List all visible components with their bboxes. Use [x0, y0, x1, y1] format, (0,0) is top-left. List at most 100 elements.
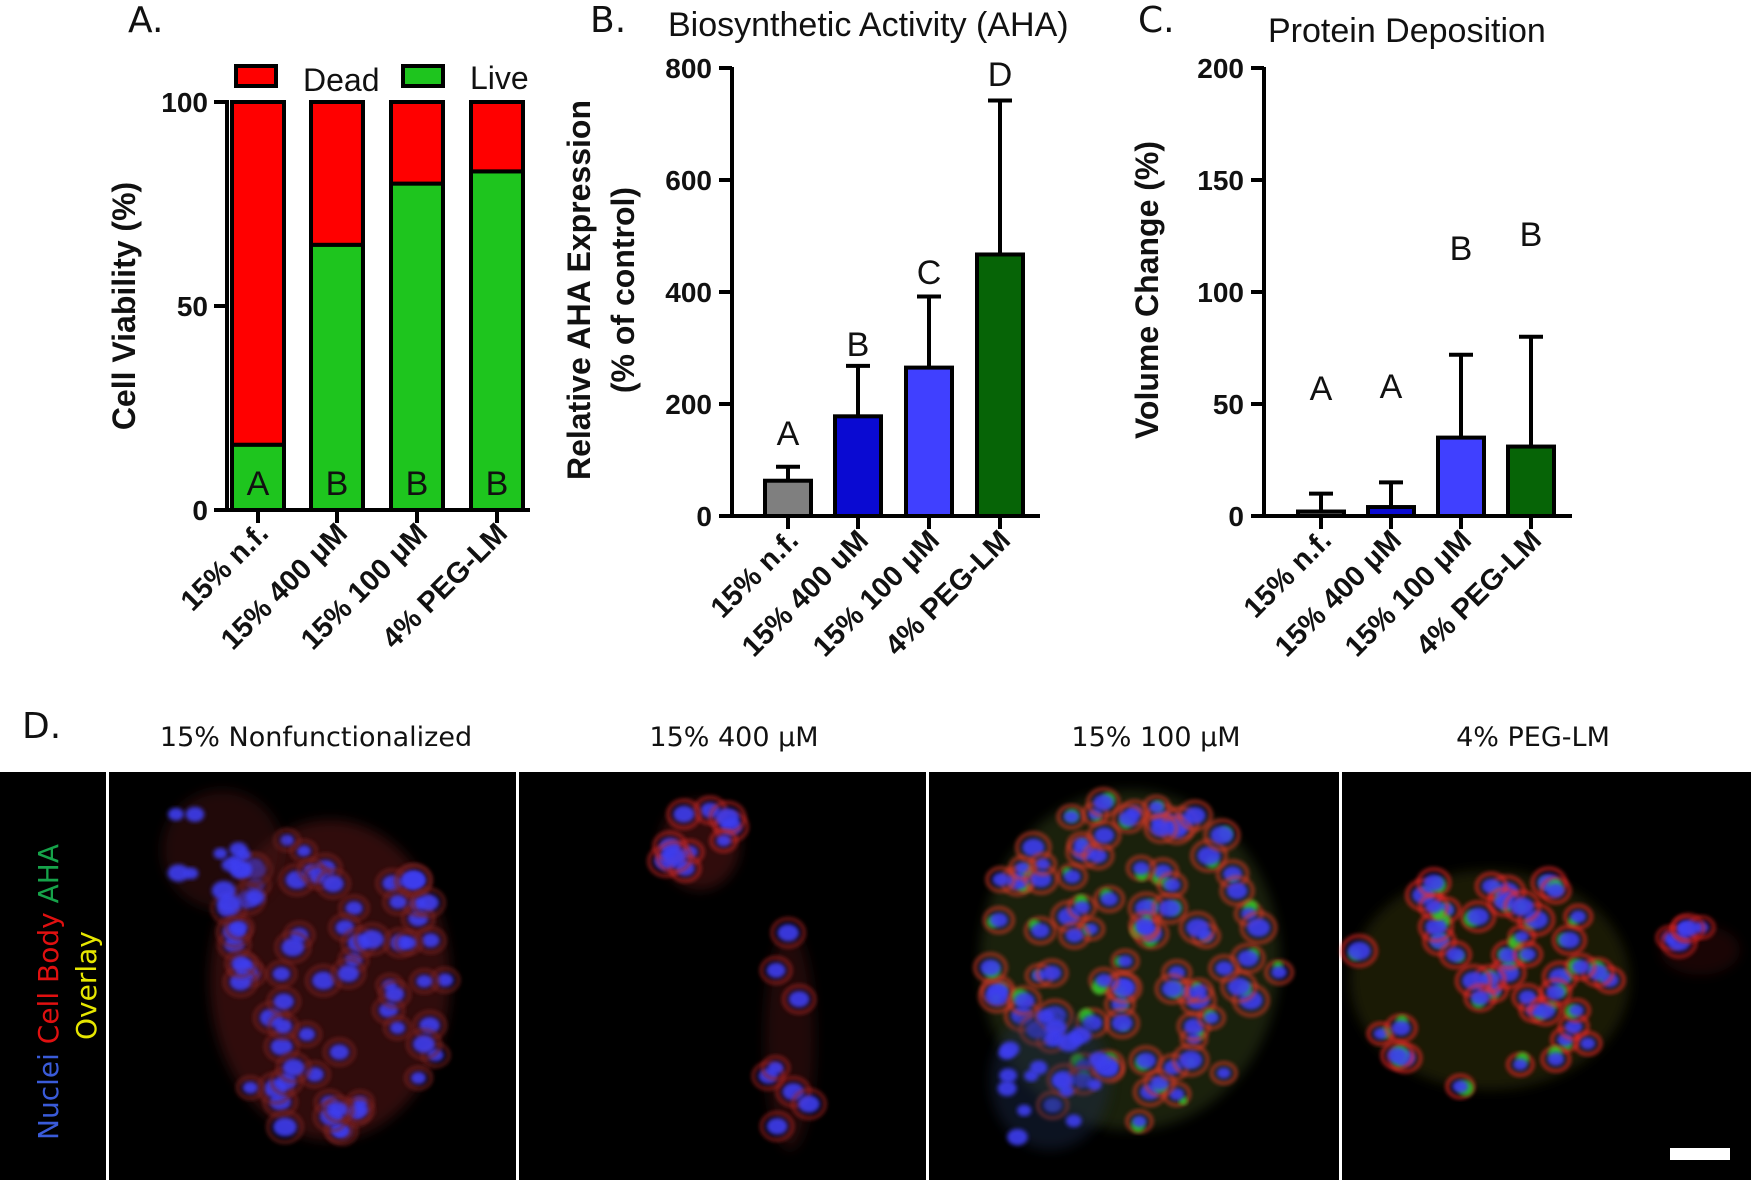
micrograph-nucleus [782, 1082, 805, 1101]
micrograph-nucleus [1580, 1037, 1596, 1050]
micrograph-nucleus [1111, 1014, 1133, 1032]
micrograph-nucleus [1036, 1009, 1055, 1024]
x-tick-label: 4% PEG-LM [879, 524, 1017, 662]
micrograph-cell-body [409, 968, 439, 994]
micrograph-nucleus [311, 971, 336, 990]
micrograph-nucleus [167, 864, 190, 882]
micrograph-cell-body [1007, 985, 1042, 1016]
micrograph-cell-body [1573, 1031, 1603, 1056]
y-tick-label: 150 [1197, 165, 1244, 196]
micrograph-cell-body [759, 956, 793, 985]
chart-a-y-label: Cell Viability (%) [106, 182, 142, 430]
micrograph-cell-body [1562, 998, 1591, 1023]
micrograph-cell-body [782, 984, 817, 1015]
micrograph-cell-body [224, 949, 257, 978]
micrograph-nucleus [272, 966, 291, 982]
y-tick-label: 200 [665, 389, 712, 420]
y-tick-label: 0 [696, 501, 712, 532]
micrograph-title-2: 15% 400 μM [649, 722, 818, 753]
micrograph-nucleus [1168, 1087, 1185, 1101]
micrograph-cell-body [1172, 1043, 1210, 1077]
micrograph-cell-body [1104, 1007, 1140, 1039]
micrograph-nucleus [412, 1035, 436, 1053]
micrograph-nucleus [662, 847, 686, 867]
micrograph-cell-body [1056, 863, 1088, 890]
micrograph-nucleus [1093, 794, 1114, 811]
micrograph-nucleus [1161, 980, 1183, 998]
micrograph-nucleus [1029, 1060, 1048, 1075]
micrograph-nucleus [1571, 959, 1590, 974]
micrograph-nucleus [777, 924, 800, 942]
panel-c-letter: C. [1138, 0, 1175, 41]
micrograph-nucleus [992, 872, 1010, 887]
chart-a-legend: Dead Live [234, 60, 529, 98]
chart-b-y-label: Relative AHA Expression [561, 100, 597, 480]
micrograph-nucleus [400, 870, 425, 891]
y-tick-label: 400 [665, 277, 712, 308]
micrograph-cell-body [1087, 820, 1121, 851]
micrograph-cell-body [1513, 941, 1543, 968]
micrograph-nucleus [1149, 801, 1164, 814]
micrograph-nucleus [1425, 918, 1447, 936]
micrograph-cell-body [1112, 804, 1146, 834]
micrograph-nucleus [1065, 928, 1084, 943]
micrograph-cell-body [394, 930, 423, 956]
micrograph-cell-body [1190, 839, 1228, 873]
micrograph-nucleus [1535, 1002, 1556, 1020]
chart-a-y-ticks: 0 50 100 [161, 87, 227, 526]
micrograph-cell-body [1439, 940, 1472, 969]
micrograph-nucleus [335, 919, 355, 936]
channel-label-aha: AHA [32, 844, 65, 903]
micrograph-cell-body [1240, 911, 1277, 944]
micrograph-nucleus [1373, 1027, 1388, 1040]
micrograph-nucleus [1556, 1033, 1574, 1047]
significance-letter: B [486, 465, 509, 503]
micrograph-nucleus [1545, 984, 1566, 1000]
micrograph-nucleus [389, 895, 407, 910]
micrograph-nucleus [1118, 810, 1139, 827]
significance-letter: B [1520, 216, 1543, 254]
micrograph-cell-body [1015, 831, 1052, 864]
micrograph-nucleus [1065, 1114, 1082, 1128]
micrograph-nucleus [1677, 920, 1699, 937]
micrograph-title-1: 15% Nonfunctionalized [160, 722, 472, 753]
micrograph-nucleus [766, 1117, 788, 1135]
chart-c-y-ticks: 0 50 100 150 200 [1197, 53, 1264, 532]
micrograph-nucleus [1017, 1104, 1032, 1117]
micrograph-cell-body [1552, 924, 1587, 956]
micrograph-nucleus [274, 1019, 293, 1034]
micrograph-cell-body [1077, 917, 1105, 941]
micrograph-nucleus [1113, 978, 1136, 997]
micrograph-nucleus [360, 929, 384, 949]
micrograph-nucleus [296, 845, 312, 857]
chart-c-marks: A A B B [1296, 216, 1556, 519]
micrograph-nucleus [1022, 838, 1045, 857]
micrograph-nucleus [767, 1061, 784, 1075]
micrograph-cell-body [323, 1095, 355, 1124]
micrograph-cell-body [1340, 934, 1378, 968]
micrograph-cell-body [353, 922, 391, 956]
micrograph-nucleus [999, 1068, 1018, 1083]
micrograph-cell-body [983, 906, 1015, 934]
micrograph-cell-body [666, 799, 701, 830]
micrograph-cell-body [1384, 1013, 1418, 1043]
micrograph-cell-body [1539, 876, 1572, 905]
micrograph-cell-body [1517, 903, 1555, 937]
panel-b-title: Biosynthetic Activity (AHA) [668, 6, 1069, 44]
micrograph-nucleus [1044, 1019, 1067, 1037]
micrograph-divider [106, 772, 109, 1180]
significance-letter: B [1450, 230, 1473, 268]
bar-segment [230, 100, 286, 447]
channel-labels: Nuclei Cell Body AHA [32, 844, 65, 1140]
micrograph-cell-body [1197, 1005, 1226, 1030]
micrograph-nucleus [242, 1081, 258, 1094]
micrograph-nucleus [716, 834, 732, 847]
micrograph-nucleus [1452, 1080, 1469, 1093]
micrograph-nucleus [1391, 1020, 1411, 1036]
micrograph-cell-body [274, 931, 311, 964]
micrograph-cell-body [1086, 787, 1121, 818]
micrograph-nucleus [167, 807, 184, 821]
chart-b-y-ticks: 0 200 400 600 800 [665, 53, 732, 532]
panel-d-letter: D. [22, 706, 61, 747]
